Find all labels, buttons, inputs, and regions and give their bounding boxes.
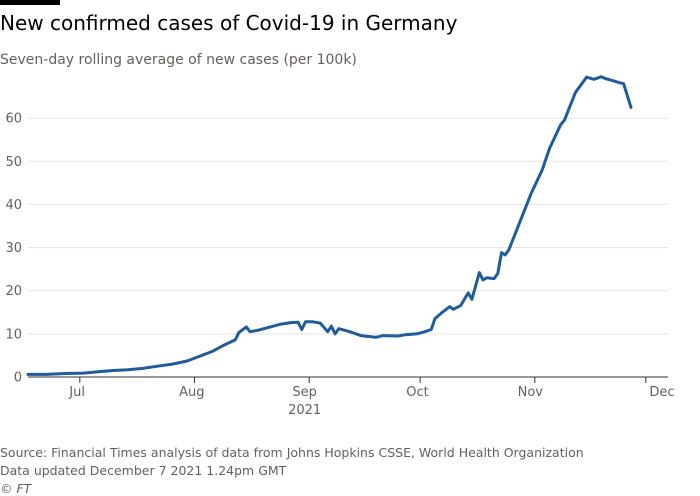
chart-subtitle: Seven-day rolling average of new cases (…: [0, 52, 357, 68]
y-tick-label: 20: [5, 284, 22, 299]
y-tick-label: 60: [5, 112, 22, 127]
y-tick-label: 10: [5, 327, 22, 342]
brand-bar: [0, 0, 60, 5]
x-tick-label: Dec: [649, 385, 674, 400]
y-tick-label: 0: [14, 371, 22, 386]
y-axis-ticks: 0 10 20 30 40 50 60: [5, 112, 22, 386]
series-group: [26, 75, 633, 376]
chart-title: New confirmed cases of Covid-19 in Germa…: [0, 11, 458, 35]
series-line: [26, 75, 633, 376]
gridlines: [28, 117, 668, 335]
x-tick-label: Jul: [68, 385, 85, 400]
x-axis: Jul Aug Sep Oct Nov Dec 2021: [28, 376, 675, 418]
x-year-label: 2021: [288, 403, 321, 418]
y-tick-label: 40: [5, 198, 22, 213]
x-tick-label: Aug: [179, 385, 204, 400]
copyright: © FT: [0, 481, 32, 496]
y-tick-label: 30: [5, 241, 22, 256]
source-note: Source: Financial Times analysis of data…: [0, 445, 584, 460]
x-tick-label: Oct: [406, 385, 428, 400]
x-tick-label: Sep: [292, 385, 317, 400]
update-note: Data updated December 7 2021 1.24pm GMT: [0, 463, 287, 478]
y-tick-label: 50: [5, 155, 22, 170]
x-tick-label: Nov: [518, 385, 544, 400]
